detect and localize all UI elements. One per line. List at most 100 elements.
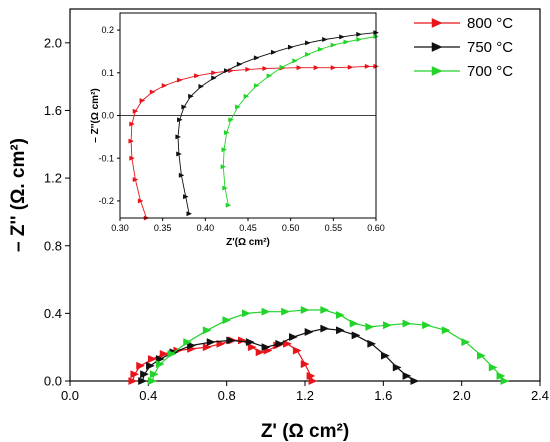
legend-label: 700 °C: [467, 63, 513, 80]
data-point: [356, 31, 362, 37]
data-point: [292, 58, 298, 64]
data-point: [322, 36, 328, 43]
data-point: [275, 339, 285, 348]
y-tick-label: 2.0: [44, 35, 62, 50]
data-point: [351, 331, 361, 340]
data-point: [339, 34, 345, 40]
inset-x-axis-label: Z'(Ω cm²): [226, 237, 270, 248]
y-tick-label: 0.0: [101, 111, 114, 121]
data-point: [220, 164, 227, 170]
legend-item: 700 °C: [414, 63, 513, 80]
data-point: [198, 83, 205, 90]
data-point: [347, 64, 354, 70]
data-point: [183, 194, 189, 200]
data-point: [402, 371, 412, 380]
data-point: [222, 185, 228, 191]
inset-x-ticks: 0.30 0.35 0.40 0.45 0.50 0.55 0.60: [111, 218, 385, 233]
data-point: [128, 377, 138, 385]
inset-frame: [119, 12, 377, 219]
data-point: [129, 155, 135, 161]
data-point: [305, 51, 311, 57]
data-point: [137, 198, 144, 204]
main-x-ticks: 0.0 0.4 0.8 1.2 1.6 2.0 2.4: [61, 381, 549, 403]
data-point: [206, 338, 216, 347]
data-point: [225, 202, 232, 208]
main-plot: 0.0 0.4 0.8 1.2 1.6 2.0 2.4 0.0 0.4 0.8 1.2 1.6 2.0…: [8, 8, 549, 442]
data-point: [211, 75, 217, 81]
data-point: [224, 68, 230, 74]
x-tick-label: 1.6: [374, 388, 392, 403]
data-point: [148, 377, 157, 385]
data-point: [130, 370, 140, 379]
data-point: [226, 336, 236, 345]
data-point: [349, 319, 359, 328]
legend-label: 800 °C: [467, 15, 513, 32]
y-tick-label: 0.0: [44, 374, 62, 389]
data-point: [356, 36, 362, 43]
x-tick-label: 0.8: [218, 388, 236, 403]
x-tick-label: 2.4: [531, 388, 549, 403]
y-tick-label: 0.1: [101, 68, 114, 78]
data-point: [402, 319, 412, 328]
legend-marker: [431, 42, 443, 52]
data-point: [300, 360, 310, 369]
data-point: [281, 307, 291, 316]
data-point: [238, 336, 247, 345]
data-point: [477, 351, 486, 360]
data-point: [236, 61, 243, 67]
data-point: [211, 70, 217, 76]
series-700 °C: [148, 305, 510, 385]
data-point: [365, 322, 375, 331]
data-point: [228, 117, 234, 123]
x-tick-label: 0.60: [367, 223, 385, 233]
data-point: [155, 355, 165, 364]
data-point: [187, 341, 197, 350]
data-point: [336, 311, 345, 320]
data-point: [202, 326, 212, 335]
data-point: [161, 83, 168, 89]
data-point: [296, 65, 303, 71]
data-point: [364, 63, 371, 69]
data-point: [148, 355, 157, 364]
data-point: [176, 151, 182, 157]
data-point: [381, 351, 390, 360]
x-tick-label: 0.35: [154, 223, 172, 233]
legend-label: 750 °C: [467, 39, 513, 56]
data-point: [317, 46, 324, 52]
x-tick-label: 0.4: [139, 388, 157, 403]
data-point: [330, 65, 337, 71]
data-point: [181, 104, 188, 110]
y-tick-label: 1.6: [44, 103, 62, 118]
inset-y-ticks: -0.2 -0.1 0.0 0.1 0.2: [98, 25, 120, 206]
data-point: [300, 305, 310, 314]
main-series: [128, 305, 510, 385]
data-point: [132, 177, 139, 183]
data-point: [139, 98, 146, 104]
data-point: [292, 346, 302, 355]
y-tick-label: 1.2: [44, 171, 62, 186]
data-point: [194, 73, 200, 79]
data-point: [177, 117, 183, 123]
y-tick-label: 0.8: [44, 238, 62, 253]
data-point: [222, 316, 232, 325]
x-tick-label: 0.40: [197, 223, 215, 233]
data-point: [149, 370, 159, 379]
data-point: [261, 307, 271, 316]
data-point: [140, 370, 150, 379]
data-point: [128, 138, 135, 144]
data-point: [305, 40, 311, 46]
data-point: [253, 55, 260, 61]
data-point: [253, 83, 260, 89]
data-point: [304, 327, 314, 336]
series-line: [141, 327, 416, 382]
data-point: [136, 361, 146, 370]
data-point: [235, 104, 241, 110]
data-point: [155, 360, 165, 369]
data-point: [410, 377, 420, 385]
data-point: [288, 44, 294, 50]
data-point: [186, 211, 193, 217]
data-point: [461, 338, 471, 347]
data-point: [336, 326, 345, 335]
y-tick-label: -0.2: [98, 196, 114, 206]
